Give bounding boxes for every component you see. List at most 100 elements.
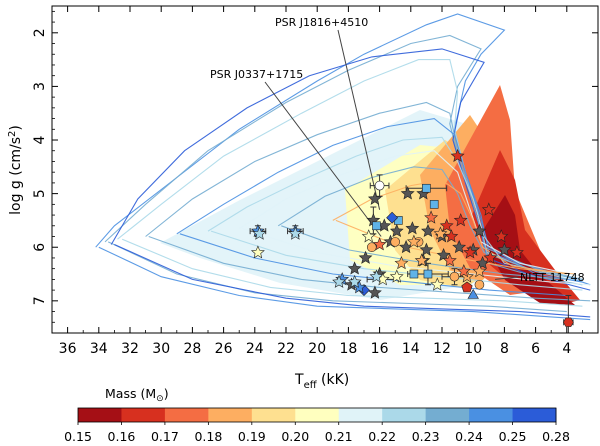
colorbar-title-unit: (M <box>140 386 156 401</box>
track-10 <box>176 118 583 283</box>
marker-star-7-3 <box>456 264 471 278</box>
colorbar-title-sun: ⊙ <box>156 394 164 404</box>
track-7 <box>114 243 591 318</box>
y-axis-title: log g (cm/s2) <box>7 125 24 215</box>
marker-circle-3-3 <box>474 279 485 290</box>
marker-star-0-23 <box>472 223 487 238</box>
x-tick-label-3: 30 <box>152 341 170 357</box>
y-tick-label-3: 5 <box>32 189 48 198</box>
track-16 <box>277 166 583 280</box>
x-axis-title: Teff (kK) <box>294 372 349 391</box>
marker-star-4-2 <box>494 229 509 243</box>
marker-star-5-3 <box>389 269 404 283</box>
leader-line-0 <box>337 29 381 210</box>
marker-star-5-0 <box>250 245 265 259</box>
colorbar-frame <box>77 407 557 423</box>
marker-star-0-5 <box>389 223 404 238</box>
marker-star-4-8 <box>444 229 459 243</box>
y-tick-label-2: 4 <box>32 135 48 144</box>
colorbar-swatch-0 <box>78 408 122 422</box>
colorbar-swatch-9 <box>469 408 514 422</box>
marker-diamond-2-0 <box>386 211 399 224</box>
marker-star-6-1 <box>414 253 429 267</box>
marker-star-0-6 <box>405 221 420 235</box>
marker-star-0-16 <box>358 250 373 264</box>
colorbar-tick-label-6: 0.21 <box>325 429 353 444</box>
colorbar-title: Mass (M⊙) <box>105 386 169 404</box>
x-axis-title-unit: (kK) <box>317 372 350 388</box>
colorbar-tick-label-9: 0.24 <box>455 429 483 444</box>
colorbar-swatch-2 <box>164 408 209 422</box>
marker-star-4-6 <box>439 218 454 232</box>
y-axis-title-main: log g (cm/s <box>8 137 24 215</box>
marker-star-0-20 <box>367 285 382 299</box>
marker-star-4-3 <box>509 245 524 259</box>
track-3 <box>107 241 567 313</box>
colorbar-tick-label-5: 0.20 <box>281 429 309 444</box>
colorbar-tick-label-4: 0.19 <box>238 429 266 444</box>
marker-star-9-4 <box>369 269 384 283</box>
leader-line-1 <box>264 81 382 237</box>
annotation-leaders <box>264 29 519 280</box>
marker-star-9-0 <box>288 226 303 240</box>
y-tick-label-4: 6 <box>32 243 48 252</box>
colorbar-swatch-10 <box>512 408 557 422</box>
marker-star-4-1 <box>481 202 496 216</box>
marker-star-7-0 <box>372 237 387 251</box>
marker-triangle-11-0 <box>467 288 479 299</box>
x-tick-label-2: 32 <box>121 341 139 357</box>
colorbar-tick-label-3: 0.18 <box>194 429 222 444</box>
x-tick-label-10: 16 <box>371 341 389 357</box>
y-tick-label-1: 3 <box>32 82 48 91</box>
marker-star-7-1 <box>424 210 439 224</box>
colorbar-title-main: Mass <box>105 386 136 401</box>
colorbar-tick-label-0: 0.15 <box>64 429 92 444</box>
evolutionary-tracks <box>95 13 591 321</box>
marker-circle-3-1 <box>390 237 401 247</box>
x-tick-label-5: 26 <box>215 341 233 357</box>
leader-line-2 <box>494 276 519 280</box>
track-12 <box>207 136 567 278</box>
marker-hexagon-12-0 <box>563 317 574 327</box>
track-14 <box>238 150 583 278</box>
marker-star-5-2 <box>430 277 445 291</box>
colorbar-swatch-1 <box>121 408 166 422</box>
y-axis-ticks: 2 3 4 5 6 7 <box>32 10 598 323</box>
marker-star-0-22 <box>497 242 512 256</box>
track-15 <box>242 227 591 286</box>
colorbar-tick-label-7: 0.22 <box>368 429 396 444</box>
colorbar-swatch-3 <box>208 408 253 422</box>
marker-star-0-11 <box>419 242 434 256</box>
marker-star-4-0 <box>450 148 465 163</box>
x-tick-label-1: 34 <box>90 341 108 357</box>
y-tick-label-0: 2 <box>32 28 48 37</box>
marker-star-0-0 <box>367 191 382 205</box>
track-5 <box>121 238 583 307</box>
marker-star-0-13 <box>452 239 467 254</box>
x-tick-label-7: 22 <box>277 341 295 357</box>
marker-star-0-1 <box>400 186 415 200</box>
track-18 <box>332 179 567 275</box>
annotation-psr-j1816: PSR J1816+4510 <box>275 16 368 29</box>
annotation-psr-j0337: PSR J0337+1715 <box>210 68 303 81</box>
track-9 <box>148 235 591 302</box>
marker-star-9-3 <box>347 274 362 288</box>
marker-star-6-5 <box>406 234 421 248</box>
x-tick-label-0: 36 <box>59 341 77 357</box>
colorbar-tick-label-10: 0.25 <box>499 429 527 444</box>
x-tick-label-4: 28 <box>183 341 201 357</box>
x-axis-title-main: T <box>294 372 304 388</box>
marker-square-1-4 <box>429 200 439 209</box>
x-tick-label-16: 4 <box>562 341 571 357</box>
colorbar-tick-label-8: 0.23 <box>412 429 440 444</box>
marker-star-0-17 <box>347 261 362 275</box>
colorbar-swatch-6 <box>338 408 383 422</box>
x-tick-label-14: 8 <box>500 341 509 357</box>
colorbar-swatch-5 <box>295 408 340 422</box>
y-axis-title-sup: 2 <box>7 131 18 137</box>
colorbar-tick-label-11: 0.28 <box>542 429 570 444</box>
x-tick-label-12: 12 <box>433 341 451 357</box>
colorbar-swatch-7 <box>382 408 427 422</box>
track-4 <box>117 59 583 283</box>
marker-star-5-4 <box>361 229 376 243</box>
